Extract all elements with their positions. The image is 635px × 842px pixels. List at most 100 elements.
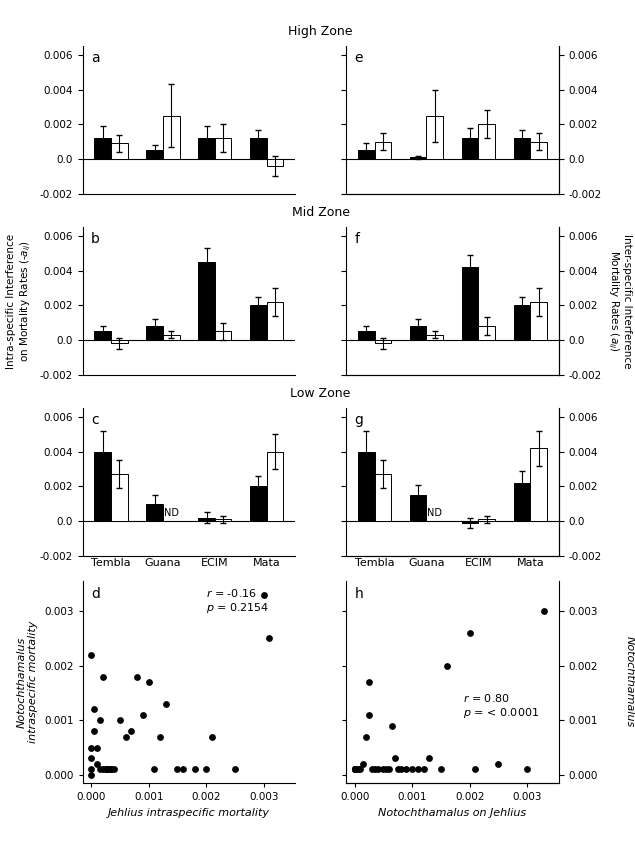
Bar <box>250 487 267 521</box>
Bar <box>514 138 530 159</box>
Bar <box>111 143 128 159</box>
Bar <box>530 141 547 159</box>
Bar <box>478 520 495 521</box>
Point <box>86 648 97 662</box>
Text: e: e <box>354 51 363 65</box>
Bar <box>146 326 163 340</box>
Point <box>104 763 114 776</box>
Text: ND: ND <box>427 509 443 519</box>
Text: ND: ND <box>164 509 179 519</box>
Point <box>155 730 165 743</box>
Bar <box>410 157 427 159</box>
Point <box>381 763 391 776</box>
Bar <box>95 332 111 340</box>
Point <box>92 741 102 754</box>
X-axis label: Notochthamalus on Jehlius: Notochthamalus on Jehlius <box>378 807 526 818</box>
Bar <box>163 115 180 159</box>
Point <box>86 763 97 776</box>
Bar <box>267 159 283 166</box>
Point <box>264 632 274 645</box>
Point <box>413 763 423 776</box>
Point <box>465 626 475 640</box>
Point <box>86 768 97 781</box>
Bar <box>375 340 391 344</box>
Bar <box>514 483 530 521</box>
Point <box>471 763 481 776</box>
Text: Low Zone: Low Zone <box>290 387 351 400</box>
Text: h: h <box>354 587 363 601</box>
Point <box>86 752 97 765</box>
Point <box>92 757 102 770</box>
Point <box>358 757 368 770</box>
Bar <box>530 302 547 340</box>
Text: g: g <box>354 413 363 427</box>
Text: $r$ = -0.16
$p$ = 0.2154: $r$ = -0.16 $p$ = 0.2154 <box>206 587 269 615</box>
Point <box>89 724 99 738</box>
Text: High Zone: High Zone <box>288 25 353 38</box>
Bar <box>478 125 495 159</box>
Bar <box>250 138 267 159</box>
Point <box>522 763 532 776</box>
Point <box>407 763 417 776</box>
Point <box>350 763 360 776</box>
Bar <box>146 151 163 159</box>
Bar <box>410 495 427 521</box>
Point <box>350 763 360 776</box>
Point <box>436 763 446 776</box>
Bar <box>514 306 530 340</box>
Point <box>352 763 363 776</box>
Bar <box>111 340 128 344</box>
Point <box>370 763 380 776</box>
Point <box>424 752 434 765</box>
Point <box>441 659 451 673</box>
Point <box>106 763 116 776</box>
Text: $r$ = 0.80
$p$ = < 0.0001: $r$ = 0.80 $p$ = < 0.0001 <box>463 692 539 720</box>
Point <box>109 763 119 776</box>
Point <box>172 763 182 776</box>
X-axis label: Jehlius intraspecific mortality: Jehlius intraspecific mortality <box>108 807 270 818</box>
Bar <box>358 151 375 159</box>
Bar <box>198 262 215 340</box>
Point <box>190 763 200 776</box>
Point <box>95 763 105 776</box>
Point <box>350 763 360 776</box>
Point <box>230 763 240 776</box>
Point <box>401 763 411 776</box>
Text: f: f <box>354 232 359 246</box>
Point <box>115 713 125 727</box>
Bar <box>462 521 478 523</box>
Point <box>207 730 217 743</box>
Text: a: a <box>91 51 100 65</box>
Bar <box>358 451 375 521</box>
Point <box>104 763 114 776</box>
Point <box>396 763 406 776</box>
Bar <box>462 267 478 340</box>
Point <box>98 763 108 776</box>
Point <box>350 763 360 776</box>
Text: Inter-specific Interference
Mortality Rates ($a_{ij}$): Inter-specific Interference Mortality Ra… <box>606 234 632 368</box>
Bar <box>375 474 391 521</box>
Point <box>121 730 131 743</box>
Point <box>350 763 360 776</box>
Point <box>367 763 377 776</box>
Point <box>258 588 269 601</box>
Point <box>89 702 99 716</box>
Point <box>361 730 371 743</box>
Point <box>132 670 142 684</box>
Text: Intra-specific Interference
on Mortality Rates (-$a_{ij}$): Intra-specific Interference on Mortality… <box>6 233 32 369</box>
Bar <box>267 451 283 521</box>
Bar <box>215 520 231 521</box>
Bar <box>462 138 478 159</box>
Bar <box>215 138 231 159</box>
Point <box>364 708 374 722</box>
Point <box>387 719 397 733</box>
Text: c: c <box>91 413 98 427</box>
Point <box>350 763 360 776</box>
Point <box>384 763 394 776</box>
Point <box>95 713 105 727</box>
Point <box>149 763 159 776</box>
Bar <box>198 518 215 521</box>
Point <box>539 605 549 618</box>
Point <box>364 675 374 689</box>
Bar <box>95 138 111 159</box>
